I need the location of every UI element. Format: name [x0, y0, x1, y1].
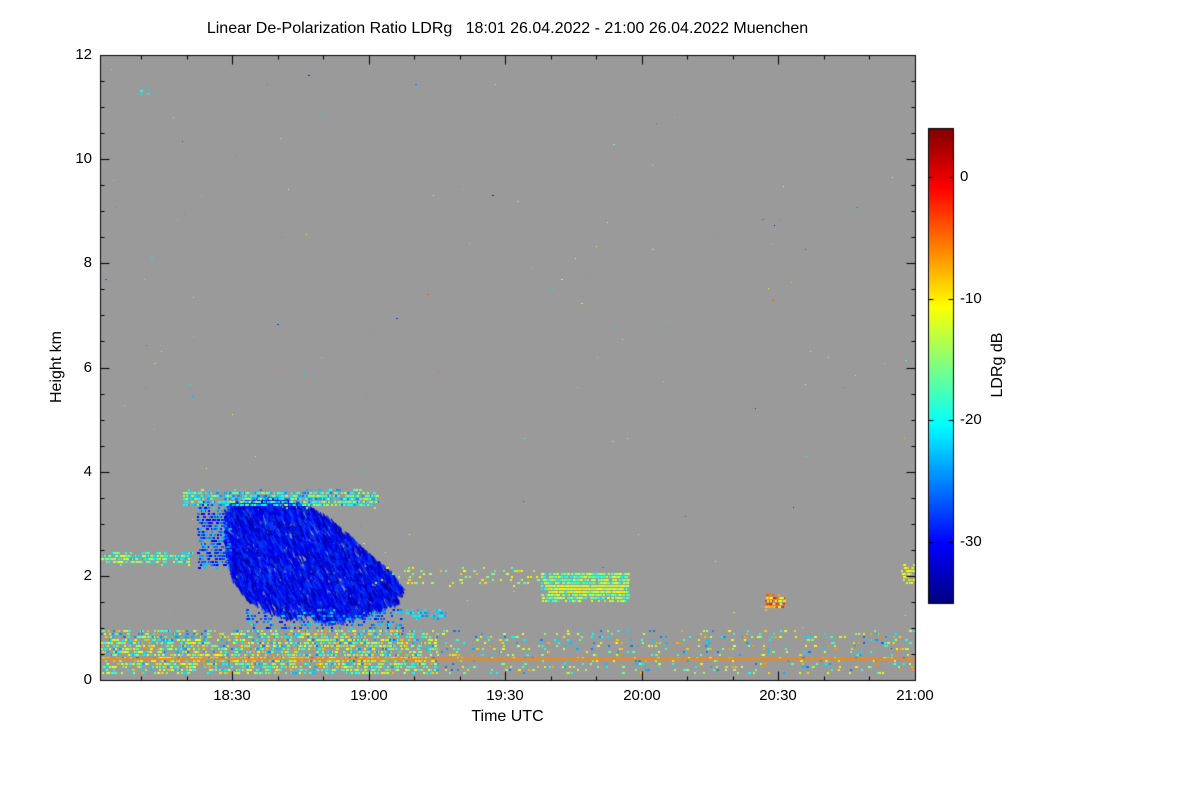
colorbar-label: LDRg dB	[989, 332, 1006, 398]
x-tick-label: 18:30	[213, 687, 251, 704]
x-tick-label: 19:00	[350, 687, 388, 704]
chart-title: Linear De-Polarization Ratio LDRg 18:01 …	[206, 20, 809, 37]
colorbar-tick-label: -20	[960, 411, 982, 428]
x-tick-label: 19:30	[486, 687, 524, 704]
y-tick-label: 6	[83, 359, 92, 376]
x-axis-label: Time UTC	[471, 708, 544, 725]
x-tick-label: 21:00	[896, 687, 934, 704]
y-tick-label: 4	[83, 463, 92, 480]
y-tick-label: 0	[83, 671, 92, 688]
y-tick-label: 12	[75, 46, 92, 63]
y-tick-label: 10	[75, 150, 92, 167]
colorbar-tick-label: 0	[960, 168, 969, 185]
y-tick-label: 8	[83, 254, 92, 271]
y-tick-label: 2	[83, 567, 92, 584]
x-tick-label: 20:00	[623, 687, 661, 704]
colorbar-tick-label: -30	[960, 533, 982, 550]
colorbar-tick-label: -10	[960, 290, 982, 307]
x-tick-label: 20:30	[759, 687, 797, 704]
